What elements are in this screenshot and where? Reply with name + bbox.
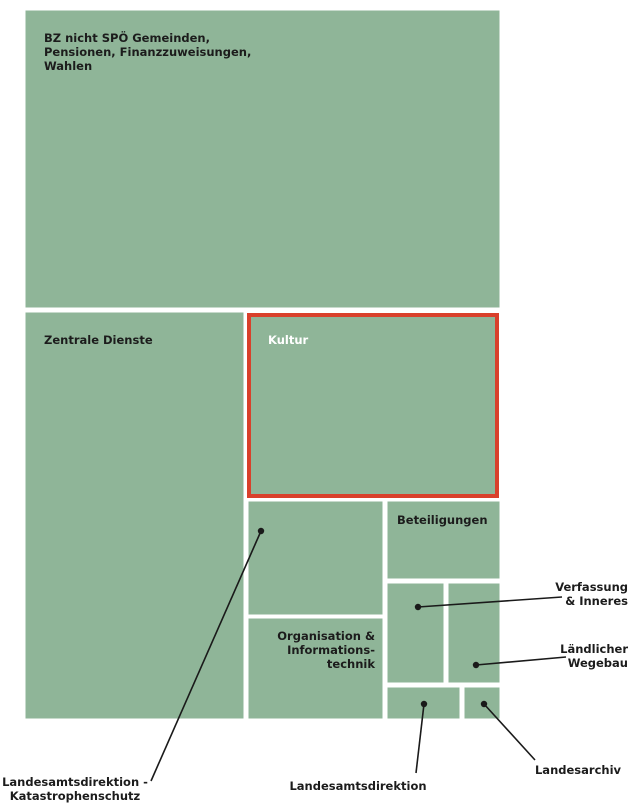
leader-dot-landesarchiv	[480, 700, 488, 708]
label-beteiligungen: Beteiligungen	[397, 513, 488, 527]
label-landesamtsdirektion: Landesamtsdirektion	[289, 779, 426, 793]
leader-line-landesamtsdirektion-katastrophenschutz	[150, 530, 262, 782]
tile-kultur	[247, 313, 499, 498]
leader-dot-landesamtsdirektion	[420, 700, 428, 708]
label-landesamtsdirektion-katastrophenschutz: Landesamtsdirektion -Katastrophenschutz	[2, 775, 148, 803]
tile-bz-nicht-spo-gemeinden-pensionen-finanzzuweisungen-wahlen	[22, 7, 503, 311]
tile-zentrale-dienste	[22, 309, 247, 722]
leader-line-landlicher-wegebau	[475, 656, 567, 666]
leader-dot-landesamtsdirektion-katastrophenschutz	[257, 527, 265, 535]
leader-dot-landlicher-wegebau	[472, 661, 480, 669]
leader-line-verfassung-inneres	[417, 596, 563, 608]
tile-organisation-informations-technik	[245, 615, 386, 722]
leader-line-landesarchiv	[483, 703, 536, 761]
label-verfassung-inneres: Verfassung & Inneres	[555, 580, 628, 608]
tile-landesamtsdirektion-katastrophenschutz	[245, 498, 386, 618]
label-landesarchiv: Landesarchiv	[535, 763, 622, 777]
leader-line-landesamtsdirektion	[415, 703, 425, 774]
tile-landlicher-wegebau	[445, 580, 503, 686]
label-zentrale-dienste: Zentrale Dienste	[44, 333, 153, 347]
label-organisation-informations-technik: Organisation & Informations-technik	[277, 629, 375, 671]
label-bz-nicht-spo-gemeinden-pensionen-finanzzuweisungen-wahlen: BZ nicht SPÖ Gemeinden, Pensionen, Finanz…	[44, 30, 251, 73]
leader-dot-verfassung-inneres	[414, 603, 422, 611]
tile-verfassung-inneres	[384, 580, 447, 686]
label-landlicher-wegebau: Ländlicher Wegebau	[560, 642, 628, 670]
tile-beteiligungen	[384, 498, 503, 582]
label-kultur: Kultur	[268, 333, 309, 347]
